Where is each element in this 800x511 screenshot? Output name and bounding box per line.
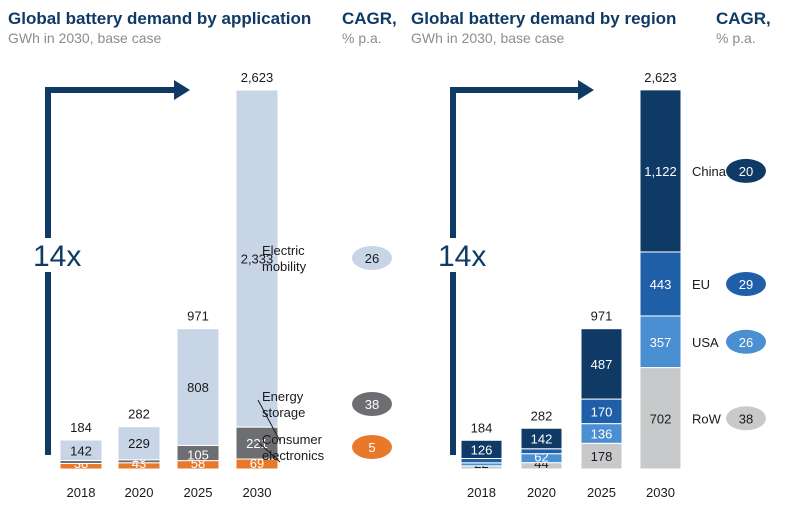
bar-value-label: 221 xyxy=(246,436,268,451)
bar-segment-electric-mobility xyxy=(235,89,279,428)
bar-value-label: 178 xyxy=(591,449,613,464)
cagr-badge xyxy=(352,435,392,459)
bar-total-label: 282 xyxy=(128,407,150,422)
bar-segment-electric-mobility xyxy=(59,439,103,462)
growth-arrow-line xyxy=(45,87,176,455)
cagr-badge-value: 20 xyxy=(739,164,753,179)
legend-label: Electric xyxy=(262,243,305,258)
bar-value-label: 357 xyxy=(650,335,672,350)
cagr-header-unit: % p.a. xyxy=(342,30,382,46)
multiplier-label: 14x xyxy=(33,240,81,273)
cagr-badge-value: 5 xyxy=(368,440,375,455)
bar-total-label: 971 xyxy=(591,309,613,324)
bar-value-label: 170 xyxy=(591,404,613,419)
bar-value-label: 487 xyxy=(591,357,613,372)
x-tick-label: 2020 xyxy=(527,485,556,500)
multiplier-backdrop xyxy=(29,238,79,272)
bar-segment-electric-mobility xyxy=(117,426,161,461)
legend-label: EU xyxy=(692,277,710,292)
bar-total-label: 971 xyxy=(187,309,209,324)
bar-segment-china xyxy=(639,89,682,253)
bar-value-label: 2,333 xyxy=(241,252,274,267)
cagr-badge-value: 38 xyxy=(739,411,753,426)
bar-value-label: 229 xyxy=(128,436,150,451)
bar-value-label: 105 xyxy=(187,448,209,463)
legend-label: storage xyxy=(262,405,305,420)
x-tick-label: 2030 xyxy=(646,485,675,500)
cagr-header: CAGR, xyxy=(716,9,771,28)
bar-segment-row xyxy=(580,442,623,470)
legend-label: RoW xyxy=(692,411,722,426)
bar-value-label: 443 xyxy=(650,277,672,292)
bar-segment-china xyxy=(460,439,503,459)
cagr-badge xyxy=(352,246,392,270)
bar-segment-row xyxy=(639,367,682,470)
chart-title: Global battery demand by application xyxy=(8,9,311,28)
growth-arrow-head-icon xyxy=(578,80,594,100)
growth-arrow-line xyxy=(450,87,580,455)
bar-total-label: 184 xyxy=(70,420,92,435)
bar-value-label: 142 xyxy=(70,443,92,458)
growth-arrow-head-icon xyxy=(174,80,190,100)
legend-label: Energy xyxy=(262,389,304,404)
x-tick-label: 2020 xyxy=(125,485,154,500)
legend-label: electronics xyxy=(262,448,325,463)
bar-total-label: 2,623 xyxy=(241,70,274,85)
leader-line xyxy=(257,399,281,442)
legend-label: China xyxy=(692,164,727,179)
bar-segment-electric-mobility xyxy=(176,328,220,446)
bar-value-label: 142 xyxy=(531,432,553,447)
bar-value-label: 69 xyxy=(250,456,264,471)
bar-total-label: 184 xyxy=(471,420,493,435)
x-tick-label: 2018 xyxy=(67,485,96,500)
chart-subtitle: GWh in 2030, base case xyxy=(8,30,162,46)
bar-total-label: 282 xyxy=(531,408,553,423)
cagr-badge-value: 29 xyxy=(739,277,753,292)
bar-segment-eu xyxy=(460,457,503,464)
x-tick-label: 2018 xyxy=(467,485,496,500)
legend-label: mobility xyxy=(262,259,307,274)
bar-total-label: 2,623 xyxy=(644,70,677,85)
x-tick-label: 2030 xyxy=(243,485,272,500)
bar-value-label: 126 xyxy=(471,442,493,457)
bar-segment-usa xyxy=(639,315,682,369)
cagr-header: CAGR, xyxy=(342,9,397,28)
chart-subtitle: GWh in 2030, base case xyxy=(411,30,565,46)
bar-segment-china xyxy=(520,427,563,450)
multiplier-backdrop xyxy=(434,238,484,272)
leader-line xyxy=(257,441,281,463)
cagr-badge xyxy=(726,329,766,354)
x-tick-label: 2025 xyxy=(184,485,213,500)
bar-value-label: 136 xyxy=(591,426,613,441)
multiplier-label: 14x xyxy=(438,240,486,273)
bar-segment-eu xyxy=(639,251,682,317)
cagr-badge-value: 26 xyxy=(365,251,379,266)
bar-value-label: 702 xyxy=(650,411,672,426)
bar-value-label: 808 xyxy=(187,380,209,395)
cagr-badge xyxy=(352,392,392,416)
bar-value-label: 1,122 xyxy=(644,164,677,179)
legend-label: Consumer xyxy=(262,432,323,447)
cagr-header-unit: % p.a. xyxy=(716,30,756,46)
bar-segment-china xyxy=(580,328,623,400)
cagr-badge xyxy=(726,271,766,296)
x-tick-label: 2025 xyxy=(587,485,616,500)
chart-title: Global battery demand by region xyxy=(411,9,676,28)
cagr-badge-value: 38 xyxy=(365,397,379,412)
cagr-badge xyxy=(726,406,766,431)
legend-label: USA xyxy=(692,335,719,350)
cagr-badge-value: 26 xyxy=(739,335,753,350)
cagr-badge xyxy=(726,158,766,183)
bar-segment-eu xyxy=(520,448,563,455)
